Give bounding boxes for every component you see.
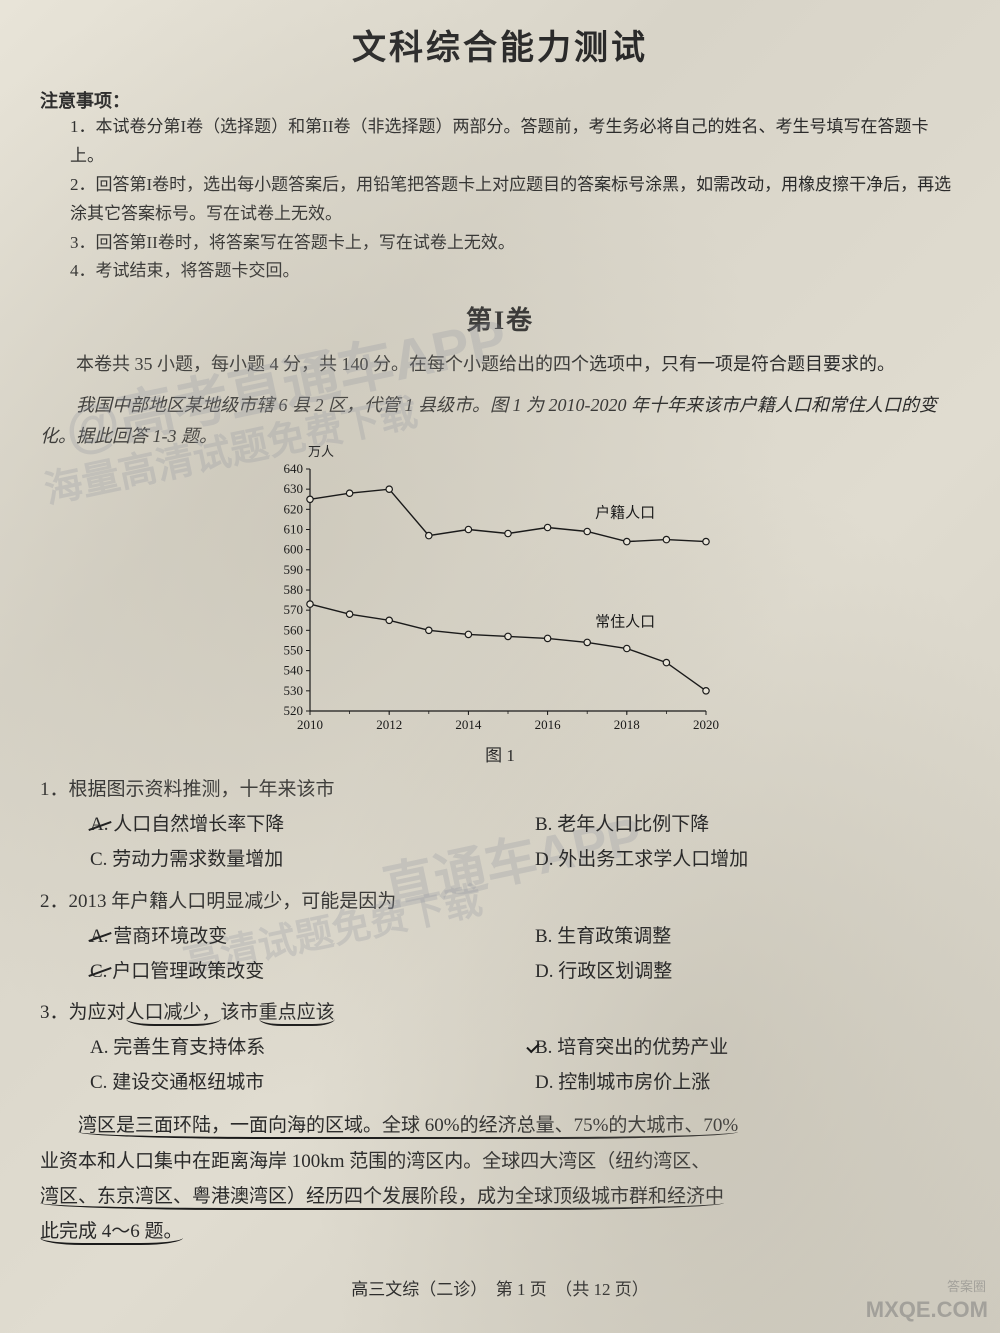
question-number: 3． <box>40 1002 69 1023</box>
question-1: 1．根据图示资料推测，十年来该市 <box>40 772 960 807</box>
question-2-options: A. 营商环境改变 B. 生育政策调整 C. 户口管理政策改变 D. 行政区划调… <box>40 919 960 989</box>
svg-text:2012: 2012 <box>376 717 402 732</box>
option-text: 建设交通枢纽城市 <box>112 1072 264 1093</box>
question-number: 1． <box>40 779 69 800</box>
option-key: B. <box>535 1037 552 1058</box>
option-text: 外出务工求学人口增加 <box>558 849 748 870</box>
question-number: 2． <box>40 891 69 912</box>
section-header: 第I卷 <box>40 300 960 337</box>
option-text: 生育政策调整 <box>557 926 671 947</box>
option-text: 户口管理政策改变 <box>112 961 264 982</box>
svg-text:560: 560 <box>284 622 304 637</box>
instructions-label: 注意事项： <box>40 87 960 113</box>
svg-text:530: 530 <box>284 683 304 698</box>
option-text: 完善生育支持体系 <box>113 1037 265 1058</box>
svg-text:2014: 2014 <box>455 717 482 732</box>
chart-figure-1: 万人 5205305405505605705805906006106206306… <box>260 459 740 766</box>
option-text: 劳动力需求数量增加 <box>112 849 283 870</box>
svg-text:620: 620 <box>284 501 304 516</box>
question-1-options: A. 人口自然增长率下降 B. 老年人口比例下降 C. 劳动力需求数量增加 D.… <box>40 807 960 877</box>
svg-text:570: 570 <box>284 602 304 617</box>
svg-text:600: 600 <box>284 542 304 557</box>
option-key: B. <box>535 814 552 835</box>
option-c: C. 建设交通枢纽城市 <box>90 1065 515 1100</box>
svg-text:2020: 2020 <box>693 717 719 732</box>
svg-text:2018: 2018 <box>614 717 640 732</box>
svg-text:520: 520 <box>284 703 304 718</box>
option-text: 控制城市房价上涨 <box>558 1072 710 1093</box>
chart-y-unit: 万人 <box>308 441 334 460</box>
chart-caption: 图 1 <box>260 741 740 766</box>
svg-text:540: 540 <box>284 663 304 678</box>
option-text: 营商环境改变 <box>113 926 227 947</box>
passage-1: 我国中部地区某地级市辖 6 县 2 区，代管 1 县级市。图 1 为 2010-… <box>40 390 960 451</box>
page-title: 文科综合能力测试 <box>40 20 960 69</box>
option-key: B. <box>535 926 552 947</box>
question-3-options: A. 完善生育支持体系 B. 培育突出的优势产业 C. 建设交通枢纽城市 D. … <box>40 1030 960 1100</box>
svg-text:580: 580 <box>284 582 304 597</box>
section-description: 本卷共 35 小题，每小题 4 分，共 140 分。在每个小题给出的四个选项中，… <box>40 349 960 380</box>
instruction-item: 4．考试结束，将答题卡交回。 <box>70 257 960 286</box>
question-3: 3．为应对人口减少，该市重点应该 <box>40 995 960 1030</box>
svg-text:2016: 2016 <box>535 717 562 732</box>
question-2: 2．2013 年户籍人口明显减少，可能是因为 <box>40 884 960 919</box>
instruction-item: 2．回答第I卷时，选出每小题答案后，用铅笔把答题卡上对应题目的答案标号涂黑，如需… <box>70 171 960 229</box>
option-c: C. 劳动力需求数量增加 <box>90 842 515 877</box>
option-key: A. <box>90 814 108 835</box>
option-b: B. 培育突出的优势产业 <box>535 1030 960 1065</box>
option-d: D. 行政区划调整 <box>535 954 960 989</box>
option-text: 人口自然增长率下降 <box>113 814 284 835</box>
option-c: C. 户口管理政策改变 <box>90 954 515 989</box>
svg-text:590: 590 <box>284 562 304 577</box>
page-footer: 高三文综（二诊） 第 1 页 （共 12 页） <box>40 1275 960 1300</box>
svg-text:常住人口: 常住人口 <box>595 613 655 630</box>
option-text: 行政区划调整 <box>558 961 672 982</box>
svg-text:610: 610 <box>284 522 304 537</box>
option-a: A. 完善生育支持体系 <box>90 1030 515 1065</box>
corner-watermark-sub: 答案圈 <box>947 1276 986 1295</box>
option-key: C. <box>90 961 107 982</box>
svg-text:640: 640 <box>284 461 304 476</box>
corner-watermark: MXQE.COM <box>866 1297 988 1323</box>
option-a: A. 营商环境改变 <box>90 919 515 954</box>
option-key: D. <box>535 1072 553 1093</box>
option-key: D. <box>535 849 553 870</box>
option-d: D. 外出务工求学人口增加 <box>535 842 960 877</box>
option-key: C. <box>90 849 107 870</box>
instruction-item: 1．本试卷分第I卷（选择题）和第II卷（非选择题）两部分。答题前，考生务必将自己… <box>70 113 960 171</box>
svg-text:550: 550 <box>284 643 304 658</box>
option-text: 培育突出的优势产业 <box>557 1037 728 1058</box>
instructions-block: 1．本试卷分第I卷（选择题）和第II卷（非选择题）两部分。答题前，考生务必将自己… <box>40 113 960 286</box>
question-stem: 为应对人口减少，该市重点应该 <box>69 1002 335 1026</box>
option-key: C. <box>90 1072 107 1093</box>
passage-2: 湾区是三面环陆，一面向海的区域。全球 60%的经济总量、75%的大城市、70% … <box>40 1108 960 1249</box>
option-key: A. <box>90 926 108 947</box>
question-stem: 根据图示资料推测，十年来该市 <box>69 779 335 800</box>
option-a: A. 人口自然增长率下降 <box>90 807 515 842</box>
svg-text:630: 630 <box>284 481 304 496</box>
svg-text:2010: 2010 <box>297 717 323 732</box>
instruction-item: 3．回答第II卷时，将答案写在答题卡上，写在试卷上无效。 <box>70 229 960 258</box>
option-key: D. <box>535 961 553 982</box>
svg-text:户籍人口: 户籍人口 <box>595 505 655 522</box>
option-b: B. 生育政策调整 <box>535 919 960 954</box>
question-stem: 2013 年户籍人口明显减少，可能是因为 <box>69 891 397 912</box>
option-key: A. <box>90 1037 108 1058</box>
option-d: D. 控制城市房价上涨 <box>535 1065 960 1100</box>
option-b: B. 老年人口比例下降 <box>535 807 960 842</box>
option-text: 老年人口比例下降 <box>557 814 709 835</box>
population-line-chart: 520 530 540 550 560 570 580 590 600 610 620 630 640 2… <box>260 459 720 739</box>
